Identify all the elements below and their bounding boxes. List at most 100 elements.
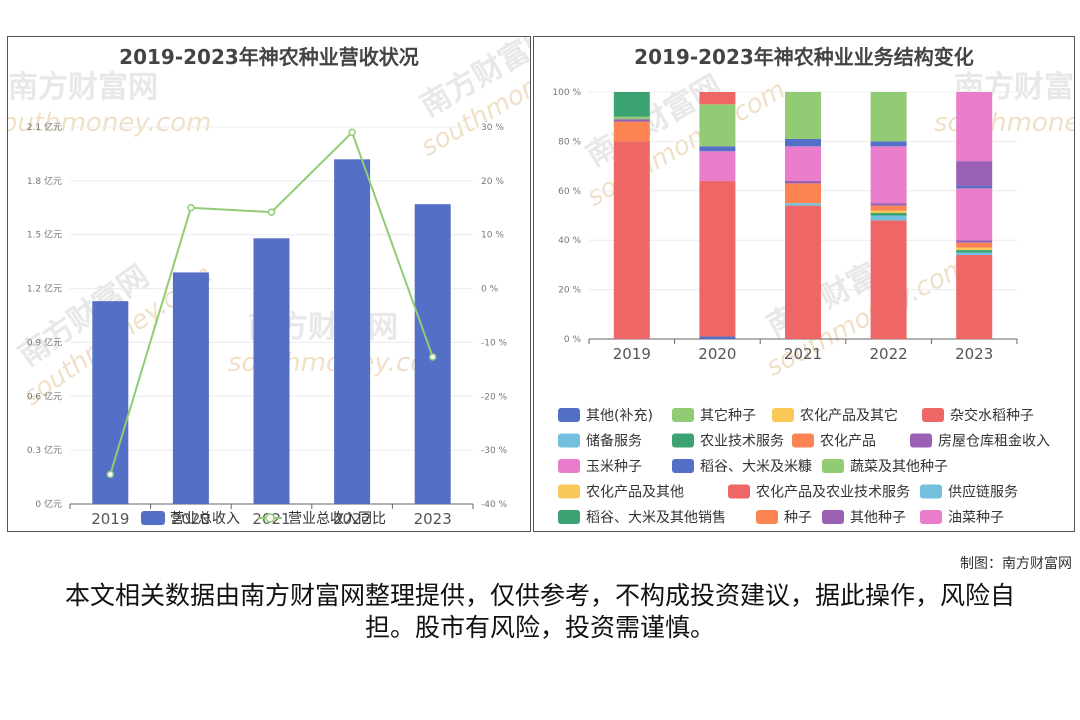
stacked-segment xyxy=(956,188,993,241)
legend-swatch xyxy=(558,510,580,524)
stacked-segment xyxy=(956,247,993,251)
stacked-segment xyxy=(613,141,650,339)
revenue-bar xyxy=(92,301,129,504)
y-axis-tick-label: 0 % xyxy=(564,335,582,345)
x-axis-tick-label: 2022 xyxy=(333,510,371,528)
yoy-point xyxy=(106,470,115,479)
yoy-point xyxy=(428,353,437,361)
y-axis-tick-label: 0 亿元 xyxy=(35,498,62,510)
legend-swatch xyxy=(672,459,694,473)
y-axis-tick-label: 0.9 亿元 xyxy=(27,336,62,348)
legend-swatch xyxy=(822,510,844,524)
y-axis-tick-label: 100 % xyxy=(552,88,581,98)
chart-credit: 制图：南方财富网 xyxy=(960,556,1072,572)
revenue-bar xyxy=(253,238,290,505)
yoy-point xyxy=(267,208,276,216)
legend-swatch xyxy=(822,459,844,473)
stacked-segment xyxy=(870,210,907,214)
x-axis-tick-label: 2019 xyxy=(91,510,129,528)
y-axis-tick-label: 80 % xyxy=(558,137,581,147)
stacked-segment xyxy=(785,146,821,181)
legend-swatch xyxy=(558,433,580,448)
stacked-segment xyxy=(613,116,650,120)
x-axis-tick-label: 2023 xyxy=(414,510,452,528)
legend-label-yoy: 营业总收入同比 xyxy=(288,511,386,527)
business-structure-chart: 南方财富网southmoney.com南方财富网southmoney.com南方… xyxy=(552,69,1075,526)
legend-swatch xyxy=(558,459,580,473)
y2-axis-tick-label: 0 % xyxy=(481,285,499,295)
y2-axis-tick-label: 10 % xyxy=(481,231,504,241)
stacked-segment xyxy=(785,138,821,147)
x-axis-tick-label: 2020 xyxy=(698,345,736,363)
legend-marker-yoy xyxy=(265,513,275,523)
stacked-segment xyxy=(785,180,821,184)
revenue-bar xyxy=(172,272,209,504)
legend-label: 供应链服务 xyxy=(948,484,1018,501)
legend-label: 稻谷、大米及其他销售 xyxy=(586,510,726,526)
y2-axis-tick-label: -10 % xyxy=(481,338,508,348)
y2-axis-tick-label: -20 % xyxy=(481,392,508,402)
legend-label: 其他(补充) xyxy=(586,408,653,424)
stacked-segment xyxy=(870,146,907,204)
legend-label: 其他种子 xyxy=(850,510,906,526)
y2-axis-tick-label: -30 % xyxy=(481,446,508,456)
legend-swatch xyxy=(728,484,750,499)
stacked-segment xyxy=(956,250,993,253)
legend-label-revenue: 营业总收入 xyxy=(170,511,240,527)
y-axis-tick-label: 2.1 亿元 xyxy=(27,121,62,133)
legend-label: 油菜种子 xyxy=(948,510,1004,526)
yoy-point xyxy=(187,204,195,212)
stacked-segment xyxy=(699,104,736,147)
stacked-segment xyxy=(699,336,736,339)
legend-label: 农化产品 xyxy=(820,434,876,450)
legend-swatch-revenue xyxy=(141,511,165,525)
stacked-segment xyxy=(613,119,650,122)
stacked-segment xyxy=(785,203,821,206)
stacked-segment xyxy=(870,205,907,211)
legend-label: 杂交水稻种子 xyxy=(950,407,1034,424)
legend-label: 蔬菜及其他种子 xyxy=(850,459,948,475)
stacked-segment xyxy=(699,146,736,152)
legend-label: 其它种子 xyxy=(700,407,756,424)
revenue-bar xyxy=(334,159,371,505)
legend-label: 玉米种子 xyxy=(586,459,642,475)
business-structure-chart-panel: 南方财富网 southmoney.com 南方财富网 southmoney.com 南方… xyxy=(533,36,1075,532)
stacked-segment xyxy=(870,220,907,339)
x-axis-tick-label: 2019 xyxy=(613,345,651,363)
watermark-text-en: southmoney.com xyxy=(8,108,211,138)
legend-swatch xyxy=(792,433,814,448)
revenue-chart: 南方财富网southmoney.com南方财富网southmoney.com南方… xyxy=(8,37,530,528)
x-axis-tick-label: 2023 xyxy=(955,345,993,363)
stacked-segment xyxy=(785,183,821,204)
stacked-segment xyxy=(613,121,650,142)
stacked-segment xyxy=(956,161,993,186)
stacked-segment xyxy=(699,92,736,105)
watermark-text: 南方财富网 xyxy=(8,70,158,105)
stacked-segment xyxy=(870,213,907,216)
legend-swatch xyxy=(920,484,942,499)
disclaimer-text: 本文相关数据由南方财富网整理提供，仅供参考，不构成投资建议，据此操作，风险自担。… xyxy=(64,581,1015,642)
legend-label: 种子 xyxy=(784,510,812,526)
x-axis-tick-label: 2022 xyxy=(870,345,908,363)
legend-label: 农化产品及其他 xyxy=(586,485,684,501)
y-axis-tick-label: 1.8 亿元 xyxy=(27,175,62,187)
right-chart-title: 2019-2023年神农种业业务结构变化 xyxy=(634,45,974,69)
left-chart-title: 2019-2023年神农种业营收状况 xyxy=(119,45,419,69)
y-axis-tick-label: 1.5 亿元 xyxy=(27,229,62,241)
y-axis-tick-label: 0.6 亿元 xyxy=(27,390,62,402)
stacked-segment xyxy=(956,240,993,243)
stacked-segment xyxy=(956,185,993,189)
legend-swatch xyxy=(558,408,580,422)
legend-label: 储备服务 xyxy=(586,433,642,450)
stacked-segment xyxy=(870,141,907,147)
stacked-segment xyxy=(870,203,907,206)
legend-swatch xyxy=(772,408,794,422)
revenue-chart-panel: 南方财富网southmoney.com南方财富网southmoney.com南方… xyxy=(7,36,531,532)
legend-label: 农业技术服务 xyxy=(700,434,784,450)
stacked-segment xyxy=(699,151,736,181)
y-axis-tick-label: 40 % xyxy=(558,236,581,246)
watermark-group: 南方财富网southmoney.com南方财富网southmoney.com南方… xyxy=(581,69,1075,383)
y-axis-tick-label: 1.2 亿元 xyxy=(27,283,62,295)
legend-swatch xyxy=(922,408,944,422)
legend-label: 农化产品及其它 xyxy=(800,407,898,424)
